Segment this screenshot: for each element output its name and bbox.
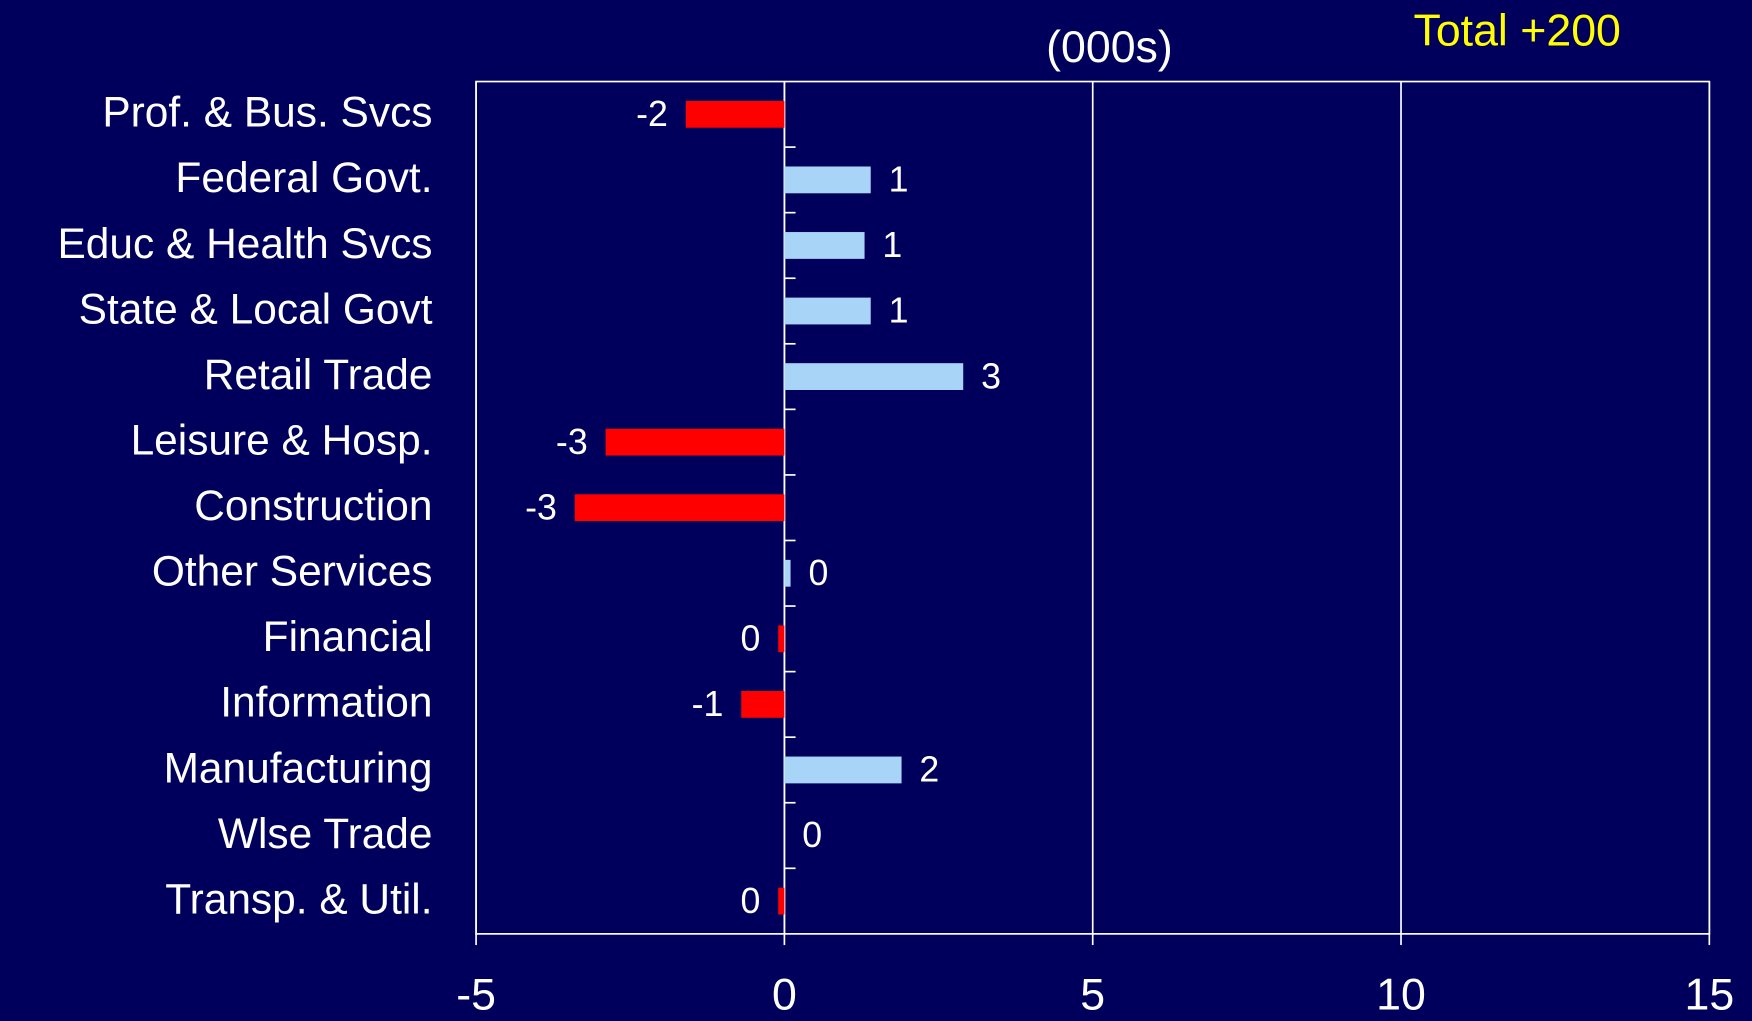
data-label: 1 — [889, 291, 909, 331]
x-tick-label: 5 — [1080, 970, 1105, 1019]
y-tick-label: Wlse Trade — [218, 810, 433, 857]
bar — [784, 756, 902, 784]
x-tick-label: 10 — [1376, 970, 1426, 1019]
data-label: 1 — [889, 160, 909, 200]
bar — [685, 100, 785, 128]
bar — [784, 232, 865, 259]
y-tick-label: Prof. & Bus. Svcs — [102, 89, 432, 136]
data-label: -2 — [636, 94, 668, 134]
bar — [778, 625, 785, 653]
bar — [778, 887, 785, 915]
data-label: 3 — [981, 356, 1001, 396]
y-tick-label: Federal Govt. — [175, 154, 432, 201]
bar — [574, 494, 785, 522]
bar — [784, 559, 791, 587]
y-tick-label: Information — [220, 679, 432, 726]
bar — [741, 690, 785, 718]
y-tick-label: Transp. & Util. — [165, 875, 432, 922]
bar — [605, 428, 785, 456]
bar — [784, 363, 964, 390]
data-label: -3 — [525, 487, 557, 527]
bar — [784, 297, 871, 325]
chart-subtitle: (000s) — [1046, 23, 1173, 72]
data-label: 0 — [802, 815, 822, 855]
x-tick-label: 15 — [1684, 970, 1734, 1019]
data-label: 2 — [919, 750, 939, 790]
y-tick-label: Other Services — [152, 548, 433, 595]
x-tick-label: 0 — [772, 970, 797, 1019]
y-tick-label: Manufacturing — [164, 744, 433, 791]
y-tick-label: Leisure & Hosp. — [131, 416, 433, 463]
y-tick-label: Financial — [263, 613, 433, 660]
data-label: -1 — [692, 684, 724, 724]
data-label: 0 — [740, 619, 760, 659]
y-tick-label: Educ & Health Svcs — [57, 220, 432, 267]
bar — [784, 166, 871, 194]
y-tick-label: Construction — [194, 482, 432, 529]
plot-frame — [475, 80, 1711, 935]
data-label: -3 — [556, 422, 588, 462]
y-tick-label: Retail Trade — [204, 351, 433, 398]
data-label: 1 — [882, 225, 902, 265]
y-tick-label: State & Local Govt — [79, 285, 433, 332]
annotation: Total +200 — [1413, 6, 1620, 55]
data-label: 0 — [808, 553, 828, 593]
x-tick-label: -5 — [456, 970, 496, 1019]
data-label: 0 — [740, 881, 760, 921]
